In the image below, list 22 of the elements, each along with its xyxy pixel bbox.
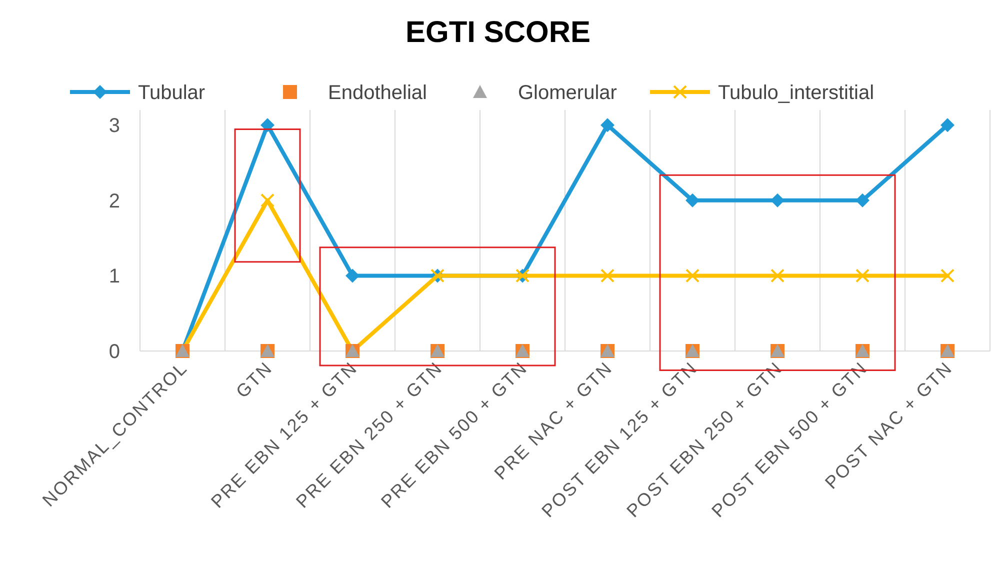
legend-label: Tubular	[138, 82, 206, 104]
chart-title: EGTI SCORE	[405, 16, 591, 49]
y-tick-label: 1	[108, 266, 120, 288]
point	[940, 268, 954, 283]
point	[940, 118, 954, 132]
point	[260, 193, 274, 208]
legend-label: Tubulo_interstitial	[718, 82, 874, 104]
point	[686, 268, 700, 283]
point	[770, 268, 784, 283]
point	[686, 193, 700, 208]
point	[856, 268, 870, 283]
y-tick-label: 3	[108, 115, 120, 138]
point	[346, 268, 360, 283]
legend-label: Glomerular	[518, 82, 618, 104]
point	[600, 268, 614, 283]
y-tick-label: 2	[108, 190, 120, 212]
point	[770, 193, 784, 208]
point	[260, 118, 274, 132]
point	[600, 118, 614, 132]
y-tick-label: 0	[108, 341, 120, 363]
legend-label: Endothelial	[328, 82, 427, 104]
point	[856, 193, 870, 208]
